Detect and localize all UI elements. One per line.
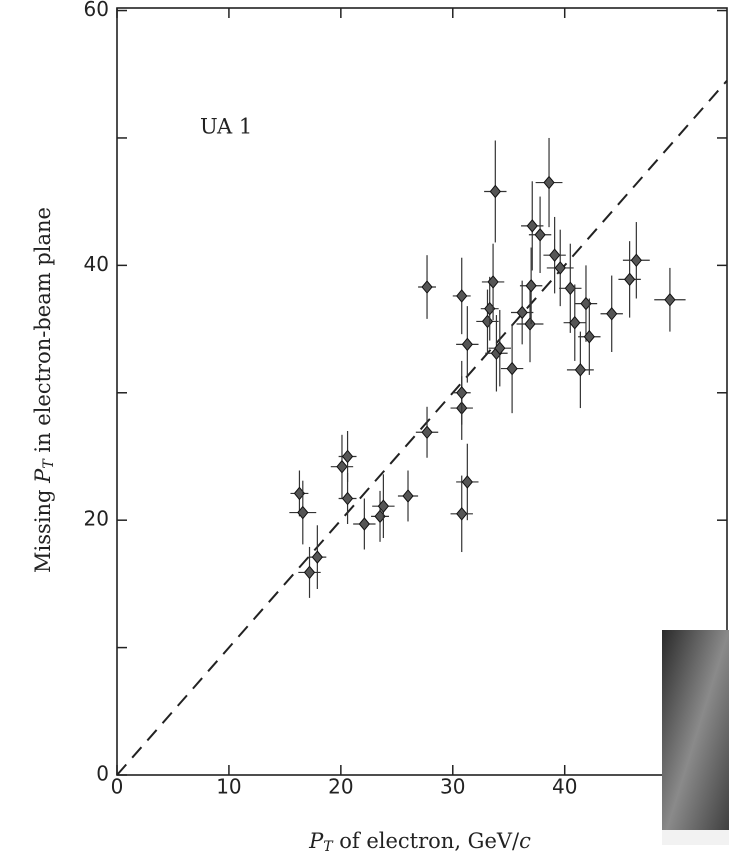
- data-point: [489, 184, 501, 199]
- data-point: [569, 315, 581, 330]
- data-point: [341, 449, 354, 464]
- y-tick-label: 0: [96, 762, 109, 786]
- data-point: [664, 292, 676, 307]
- data-point: [297, 505, 309, 520]
- data-point: [481, 314, 494, 329]
- plot-area: 0 10 20 30 40 0 20 40 60: [84, 0, 728, 799]
- y-axis-label: Missing PT in electron-beam plane: [31, 207, 58, 573]
- annotation: UA 1: [200, 115, 252, 139]
- data-point: [303, 565, 316, 580]
- reference-diagonal: [116, 79, 728, 776]
- data-point: [421, 280, 433, 294]
- y-label-sub: T: [41, 458, 57, 469]
- data-point: [487, 275, 499, 289]
- data-point: [548, 248, 561, 262]
- y-tick-label: 40: [84, 252, 109, 276]
- photo-edge: [662, 830, 729, 845]
- y-tick-label: 60: [84, 0, 109, 21]
- data-point: [461, 475, 473, 489]
- data-point: [336, 459, 348, 474]
- data-point: [421, 425, 433, 440]
- data-point: [574, 363, 587, 377]
- data-point: [377, 499, 390, 513]
- data-point: [630, 253, 642, 268]
- data-point: [564, 281, 576, 296]
- data-point: [524, 317, 536, 331]
- data-point: [456, 385, 468, 400]
- data-point: [543, 175, 555, 190]
- data-point: [534, 228, 546, 242]
- data-point: [494, 341, 506, 355]
- data-point: [583, 329, 595, 344]
- data-point: [402, 489, 414, 503]
- y-label-pre: Missing: [31, 483, 55, 573]
- x-label-unit: c: [519, 829, 531, 853]
- data-point: [506, 361, 518, 376]
- data-point: [311, 550, 323, 564]
- portrait-photo: [662, 630, 729, 845]
- data-point: [358, 517, 371, 531]
- x-label-text: of electron, GeV/: [333, 829, 520, 853]
- x-tick-label: 30: [440, 775, 465, 799]
- x-axis-label: PT of electron, GeV/c: [308, 829, 531, 856]
- data-point: [525, 278, 537, 293]
- data-point: [456, 289, 468, 303]
- data-point: [606, 306, 618, 321]
- y-label-var: P: [31, 468, 55, 484]
- y-tick-label: 20: [84, 507, 109, 531]
- data-point: [341, 491, 354, 506]
- x-tick-label: 20: [328, 775, 353, 799]
- x-tick-label: 10: [216, 775, 241, 799]
- data-point: [456, 507, 468, 521]
- x-label-var: P: [308, 829, 324, 853]
- data-point: [461, 337, 473, 352]
- plot-frame: [116, 7, 728, 776]
- x-tick-label: 0: [111, 775, 124, 799]
- data-point: [623, 272, 636, 287]
- y-label-post: in electron-beam plane: [31, 207, 55, 459]
- data-point: [554, 261, 566, 275]
- x-tick-label: 40: [552, 775, 577, 799]
- data-point: [516, 305, 528, 320]
- data-point: [526, 219, 538, 233]
- x-label-sub: T: [323, 839, 334, 855]
